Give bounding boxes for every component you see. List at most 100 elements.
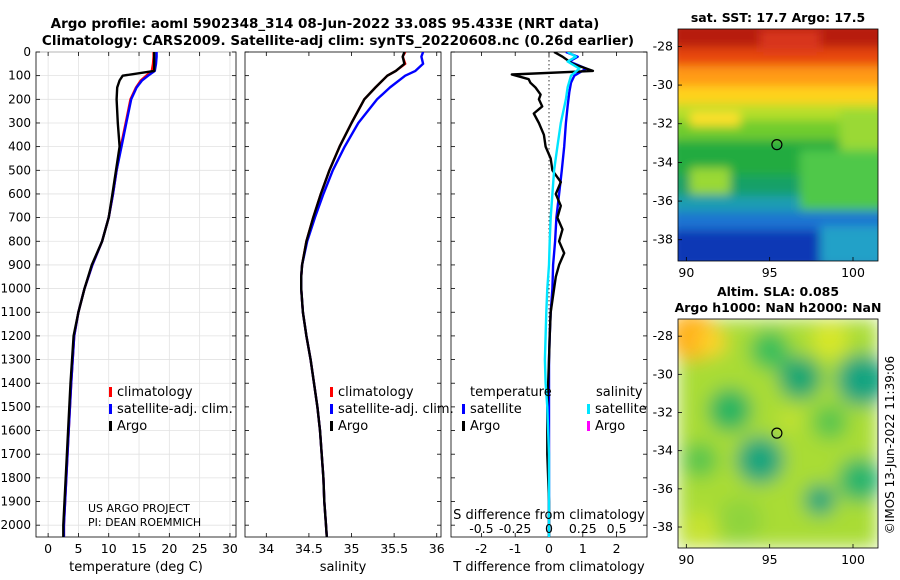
map-x-tick-label: 95 — [762, 552, 778, 567]
legend-argo-label: Argo — [338, 419, 368, 434]
salinity-x-label: salinity — [320, 560, 367, 575]
map-y-tick-label: -34 — [653, 154, 673, 169]
legend-climatology-swatch — [330, 387, 333, 397]
map-x-tick-label: 90 — [678, 552, 694, 567]
sla-map-frame — [677, 318, 879, 549]
x-tick-label: 1 — [579, 541, 587, 556]
temperature-axes — [35, 51, 237, 538]
depth-tick-label: 1800 — [0, 471, 31, 485]
legend-t-argo-label: Argo — [470, 419, 500, 434]
temperature-series — [62, 52, 158, 537]
legend-t-argo-swatch — [462, 421, 465, 431]
map-x-tick-label: 95 — [762, 265, 778, 280]
legend-argo-label: Argo — [117, 419, 147, 434]
sla-map-title-line1: Altim. SLA: 0.085 — [717, 284, 839, 299]
salinity-ticks: 34 34.5 35 35.5 36 — [258, 52, 445, 556]
series-line-argo — [62, 52, 156, 537]
legend-satellite-swatch — [109, 404, 112, 414]
difference-ticks: -2 -1 0 1 2 — [475, 52, 621, 556]
imos-watermark: ©IMOS 13-Jun-2022 11:39:06 — [883, 356, 897, 534]
map-y-tick-label: -28 — [653, 38, 673, 53]
map-y-tick-label: -32 — [653, 405, 673, 420]
legend-climatology-label: climatology — [117, 385, 193, 400]
credit-project: US ARGO PROJECT — [88, 502, 190, 515]
sla-map-title-line2: Argo h1000: NaN h2000: NaN — [675, 300, 882, 315]
x-tick-label: 2 — [613, 541, 621, 556]
depth-tick-label: 1500 — [0, 400, 31, 414]
depth-tick-label: 1000 — [0, 282, 31, 296]
legend-t-satellite-swatch — [462, 404, 465, 414]
depth-tick-label: 2000 — [0, 518, 31, 532]
depth-tick-label: 200 — [8, 92, 31, 106]
salinity-axes — [244, 51, 442, 538]
map-y-tick-label: -36 — [653, 481, 673, 496]
legend-argo-swatch — [330, 421, 333, 431]
credit-pi: PI: DEAN ROEMMICH — [88, 516, 201, 529]
temperature-ticks: 0 5 10 15 20 25 30 — [44, 52, 238, 556]
x-tick-label: -2 — [475, 541, 487, 556]
salinity-series — [300, 52, 425, 537]
depth-tick-label: 1300 — [0, 353, 31, 367]
difference-series — [510, 52, 595, 537]
legend-argo-swatch — [109, 421, 112, 431]
map-x-tick-label: 100 — [841, 552, 865, 567]
legend-salinity-title: salinity — [596, 385, 643, 400]
legend-satellite-swatch — [330, 404, 333, 414]
sst-map-image — [678, 29, 878, 261]
legend-satellite-label: satellite-adj. clim. — [117, 402, 233, 417]
map-y-tick-label: -38 — [653, 232, 673, 247]
s-difference-tick-label: -0.5 — [469, 521, 493, 536]
x-tick-label: 20 — [161, 541, 177, 556]
difference-legend-temperature: temperature satellite Argo — [462, 385, 552, 434]
map-y-tick-label: -36 — [653, 193, 673, 208]
s-difference-tick-label: 0 — [545, 521, 553, 536]
s-difference-tick-label: 0.5 — [607, 521, 627, 536]
salinity-legend: climatology satellite-adj. clim. Argo — [330, 385, 454, 434]
t-difference-x-label: T difference from climatology — [452, 560, 645, 575]
sla-map-ticks: 90 95 100 -28 -30 -32 -34 -36 -38 — [653, 328, 865, 567]
map-y-tick-label: -30 — [653, 77, 673, 92]
map-y-tick-label: -32 — [653, 116, 673, 131]
sst-map-title: sat. SST: 17.7 Argo: 17.5 — [691, 10, 865, 25]
sst-float-position-marker — [771, 139, 783, 151]
series-line-argo — [300, 52, 406, 537]
x-tick-label: 0 — [545, 541, 553, 556]
depth-tick-label: 800 — [8, 234, 31, 248]
s-difference-tick-labels: -0.5 -0.25 0 0.25 0.5 — [469, 521, 626, 536]
depth-tick-label: 0 — [23, 45, 31, 59]
sst-map-ticks: 90 95 100 -28 -30 -32 -34 -36 -38 — [653, 38, 865, 280]
map-y-tick-label: -30 — [653, 366, 673, 381]
x-tick-label: 34 — [258, 541, 274, 556]
x-tick-label: 5 — [74, 541, 82, 556]
x-tick-label: 15 — [131, 541, 147, 556]
series-line-t-argo — [510, 52, 595, 537]
s-difference-tick-label: 0.25 — [569, 521, 597, 536]
depth-tick-labels: 0 100 200 300 400 500 600 700 800 900 1000 1100 1200… — [0, 45, 647, 532]
legend-climatology-swatch — [109, 387, 112, 397]
depth-tick-label: 1900 — [0, 495, 31, 509]
s-difference-label: S difference from climatology — [453, 508, 645, 523]
depth-tick-label: 700 — [8, 211, 31, 225]
s-difference-tick-label: -0.25 — [499, 521, 531, 536]
difference-legend-salinity: salinity satellite Argo — [587, 385, 647, 434]
depth-tick-label: 400 — [8, 140, 31, 154]
legend-t-satellite-label: satellite — [470, 402, 522, 417]
map-y-tick-label: -28 — [653, 328, 673, 343]
series-line-s-satellite — [543, 52, 581, 537]
figure-title-line2: Climatology: CARS2009. Satellite-adj cli… — [42, 33, 634, 49]
temperature-legend: climatology satellite-adj. clim. Argo — [109, 385, 233, 434]
sst-map-frame — [677, 28, 879, 262]
x-tick-label: 34.5 — [295, 541, 323, 556]
x-tick-label: 0 — [44, 541, 52, 556]
temperature-x-label: temperature (deg C) — [69, 560, 203, 575]
depth-tick-label: 500 — [8, 163, 31, 177]
x-tick-label: -1 — [509, 541, 521, 556]
x-tick-label: 35.5 — [380, 541, 408, 556]
depth-tick-label: 900 — [8, 258, 31, 272]
x-tick-label: 30 — [222, 541, 238, 556]
depth-tick-label: 1600 — [0, 424, 31, 438]
legend-satellite-label: satellite-adj. clim. — [338, 402, 454, 417]
x-tick-label: 10 — [101, 541, 117, 556]
legend-climatology-label: climatology — [338, 385, 414, 400]
